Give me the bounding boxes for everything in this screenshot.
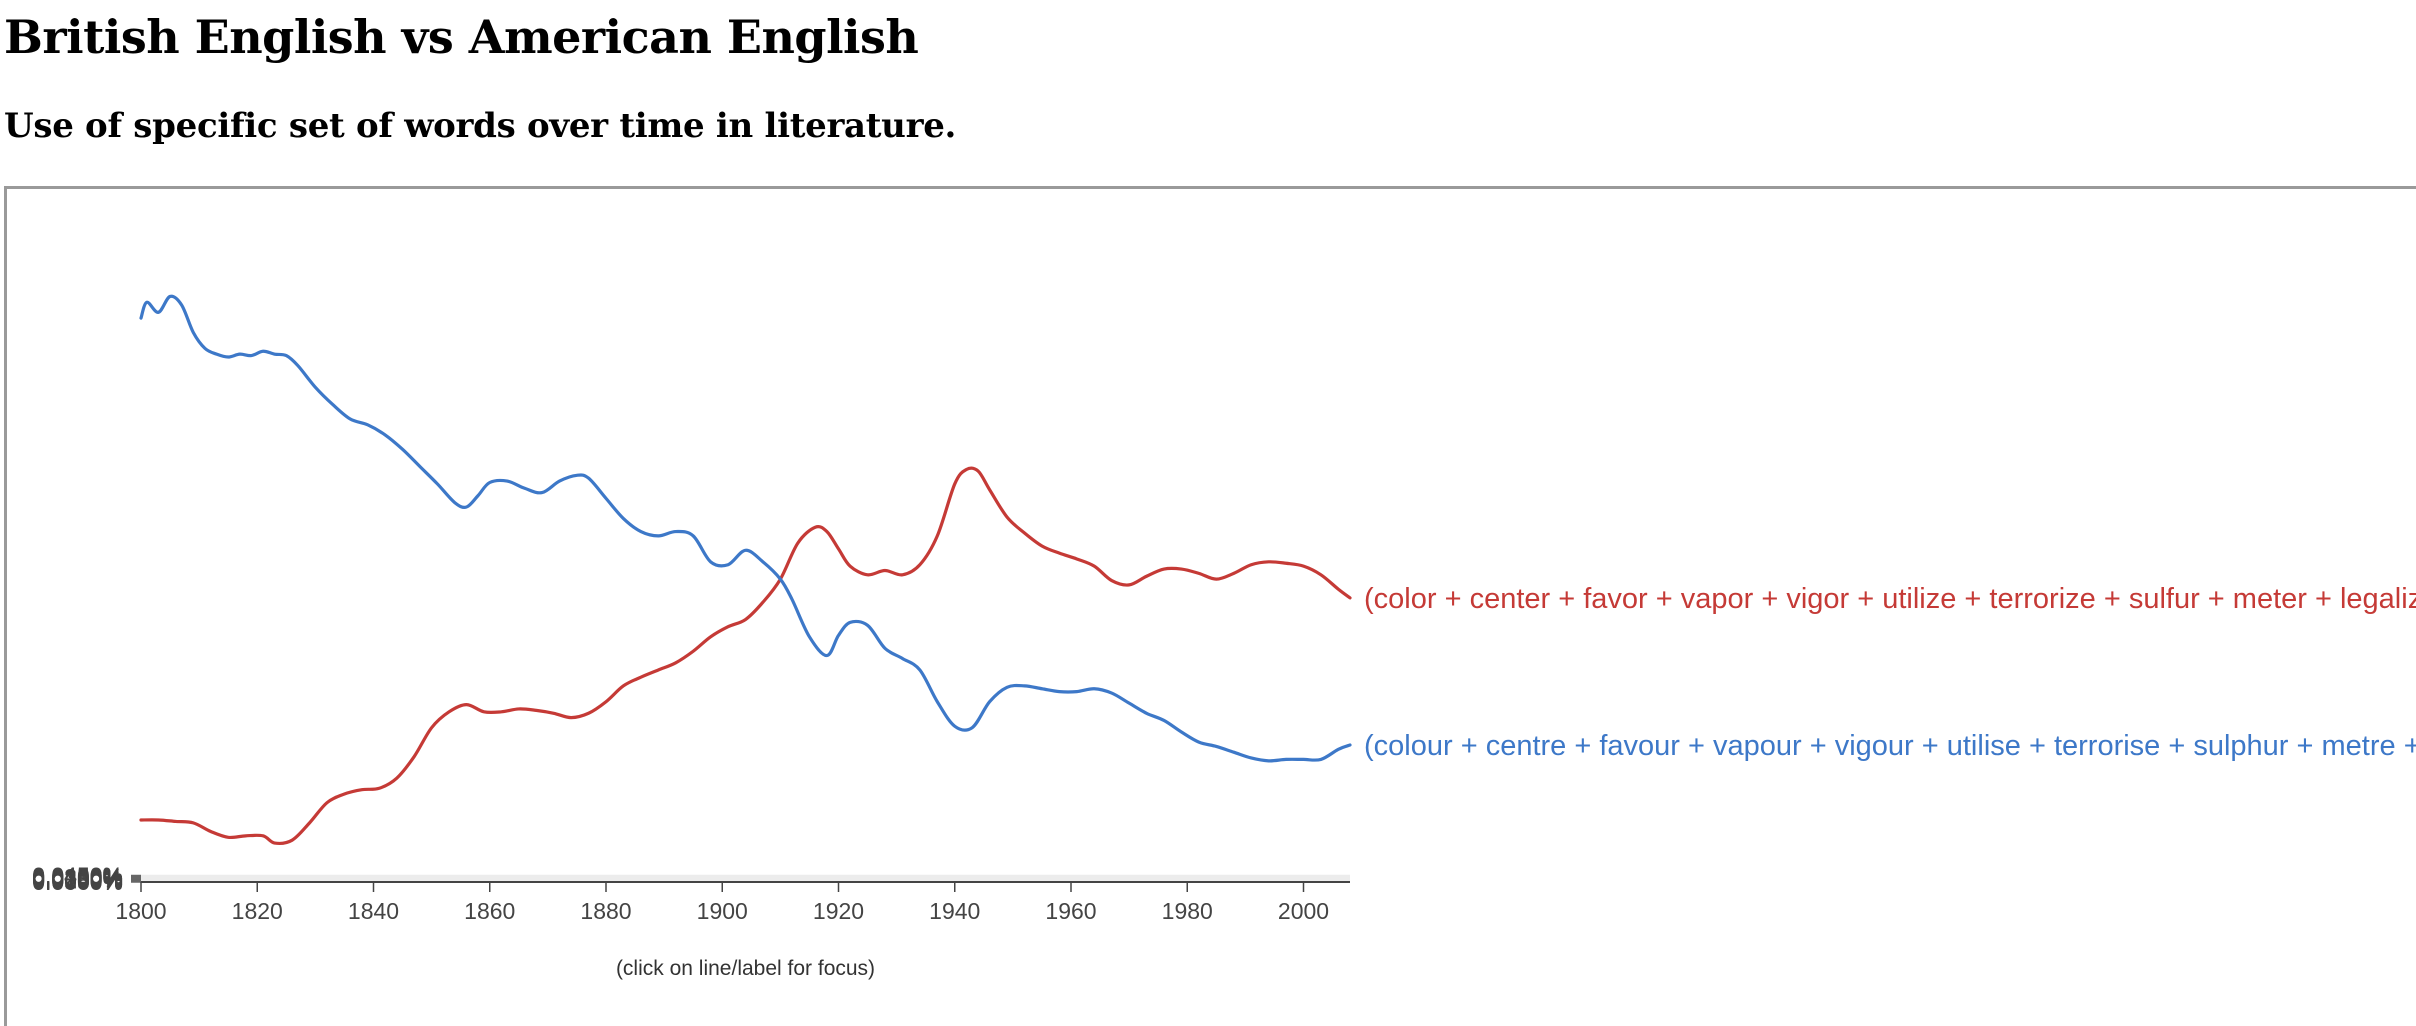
page-title: British English vs American English [4, 10, 919, 64]
x-tick-label: 1900 [697, 898, 748, 924]
series-lines [139, 294, 1352, 845]
y-tick-label: 0.0400% [32, 863, 123, 889]
x-tick-label: 2000 [1278, 898, 1329, 924]
x-tick-label: 1980 [1162, 898, 1213, 924]
y-tick-label: 0.0450% [32, 863, 123, 889]
focus-hint-label: (click on line/label for focus) [616, 957, 875, 980]
y-tick-label: 0.0000% [32, 869, 123, 895]
y-tick-label: 0.0050% [32, 868, 123, 894]
x-tick-label: 1940 [929, 898, 980, 924]
x-tick-label: 1880 [580, 898, 631, 924]
y-tick-label: 0.0300% [32, 865, 123, 891]
axes: 0.0000%0.0050%0.0100%0.0150%0.0200%0.025… [32, 863, 1350, 924]
y-tick-label: 0.0200% [32, 866, 123, 892]
page-subtitle: Use of specific set of words over time i… [4, 106, 957, 146]
series-labels: (color + center + favor + vapor + vigor … [1364, 583, 2416, 762]
x-tick-label: 1960 [1045, 898, 1096, 924]
y-tick-label: 0.0150% [32, 867, 123, 893]
x-tick-label: 1920 [813, 898, 864, 924]
american-spelling-series-label[interactable]: (color + center + favor + vapor + vigor … [1364, 583, 2416, 615]
british-spelling-series-label[interactable]: (colour + centre + favour + vapour + vig… [1364, 730, 2416, 762]
x-tick-label: 1840 [348, 898, 399, 924]
y-tick-label: 0.0250% [32, 865, 123, 891]
x-tick-label: 1820 [232, 898, 283, 924]
ngram-chart: 0.0000%0.0050%0.0100%0.0150%0.0200%0.025… [32, 294, 2416, 980]
y-tick-label: 0.0100% [32, 868, 123, 894]
grid-lines [141, 874, 1350, 883]
american-spelling-series-line[interactable] [139, 466, 1352, 845]
x-tick-label: 1800 [115, 898, 166, 924]
y-tick-label: 0.0350% [32, 864, 123, 890]
british-spelling-series-line[interactable] [139, 294, 1352, 763]
chart-frame: 0.0000% 0.0050% 0.0100% 0.0150% 0.0200% 0.025… [4, 186, 2416, 1026]
x-tick-label: 1860 [464, 898, 515, 924]
